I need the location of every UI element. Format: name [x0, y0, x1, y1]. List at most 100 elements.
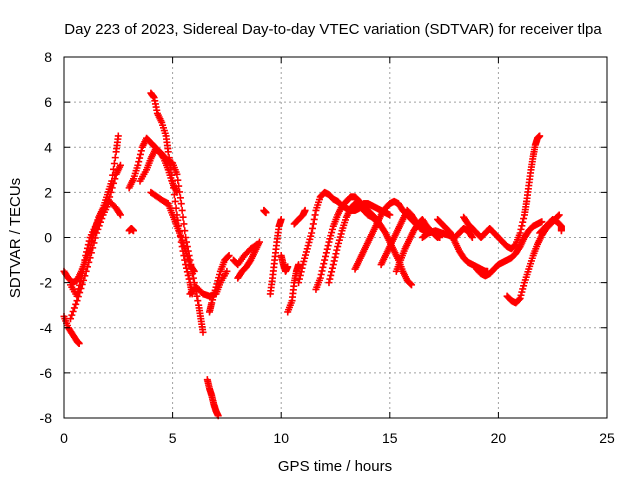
data-point: [168, 171, 176, 179]
data-point: [81, 256, 89, 264]
data-point: [326, 235, 334, 243]
data-point: [116, 211, 124, 219]
data-point: [536, 132, 544, 140]
data-point: [137, 147, 145, 155]
series-arc-p: [266, 215, 285, 298]
data-point: [322, 249, 330, 257]
data-point: [325, 279, 333, 287]
data-point: [305, 238, 313, 246]
data-point: [555, 211, 563, 219]
data-point: [85, 237, 93, 245]
data-point: [74, 293, 82, 301]
data-point: [284, 263, 292, 271]
data-point: [519, 285, 527, 293]
data-point: [172, 204, 180, 212]
data-point: [87, 249, 95, 257]
data-point: [302, 248, 310, 256]
data-point: [169, 177, 177, 185]
data-point: [520, 215, 528, 223]
x-axis-label: GPS time / hours: [278, 458, 392, 475]
data-point: [224, 252, 232, 260]
data-point: [328, 264, 336, 272]
data-point: [308, 229, 316, 237]
data-point: [213, 280, 221, 288]
series-arc-q: [277, 252, 292, 275]
x-tick-label: 20: [491, 430, 507, 446]
data-point: [295, 279, 303, 287]
data-point: [331, 253, 339, 261]
data-point: [178, 206, 186, 214]
data-point: [336, 233, 344, 241]
data-point: [109, 171, 117, 179]
data-point: [116, 161, 124, 169]
data-point: [130, 227, 138, 235]
data-point: [253, 240, 261, 248]
data-point: [96, 218, 104, 226]
data-point: [306, 235, 314, 243]
data-point: [318, 267, 326, 275]
data-point: [135, 158, 143, 166]
data-point: [181, 256, 189, 264]
data-point: [304, 242, 312, 250]
data-point: [114, 132, 122, 140]
data-point: [170, 191, 178, 199]
series-arc-d: [67, 197, 124, 323]
data-point: [325, 238, 333, 246]
data-point: [193, 292, 201, 300]
data-point: [176, 194, 184, 202]
data-point: [328, 225, 336, 233]
data-point: [308, 224, 316, 232]
data-point: [110, 179, 118, 187]
data-point: [310, 215, 318, 223]
data-point: [91, 234, 99, 242]
x-tick-label: 0: [60, 430, 68, 446]
y-tick-label: 0: [44, 230, 52, 246]
data-point: [225, 252, 233, 260]
data-point: [407, 280, 415, 288]
data-point: [85, 258, 93, 266]
data-point: [165, 154, 173, 162]
data-point: [519, 218, 527, 226]
data-point: [134, 161, 142, 169]
data-point: [330, 257, 338, 265]
data-point: [299, 261, 307, 269]
data-point: [252, 241, 260, 249]
series-arc-l: [206, 252, 233, 316]
data-point: [307, 232, 315, 240]
data-point: [173, 170, 181, 178]
data-point: [301, 206, 309, 214]
data-point: [169, 184, 177, 192]
series-arc-ac: [473, 218, 546, 280]
data-point: [189, 274, 197, 282]
data-point: [107, 188, 115, 196]
data-point: [337, 230, 345, 238]
data-point: [116, 210, 124, 218]
data-point: [89, 244, 97, 252]
data-point: [190, 267, 198, 275]
data-point: [468, 234, 476, 241]
data-point: [159, 153, 167, 161]
data-point: [166, 159, 174, 167]
data-point: [111, 154, 119, 162]
series-arc-r: [284, 261, 303, 316]
data-point: [72, 300, 80, 308]
data-point: [209, 293, 217, 301]
data-point: [518, 288, 526, 296]
chart-title: Day 223 of 2023, Sidereal Day-to-day VTE…: [64, 21, 602, 38]
data-point: [302, 251, 310, 259]
data-point: [328, 268, 336, 276]
data-point: [82, 252, 90, 260]
data-point: [323, 245, 331, 253]
data-point: [94, 225, 102, 233]
data-point: [216, 271, 224, 279]
data-point: [277, 215, 285, 223]
series-arc-h: [147, 188, 198, 275]
data-point: [295, 275, 303, 283]
data-point: [70, 304, 78, 312]
data-points: [60, 89, 565, 420]
data-point: [326, 275, 334, 283]
data-point: [303, 245, 311, 253]
data-point: [83, 248, 91, 256]
data-point: [174, 176, 182, 184]
